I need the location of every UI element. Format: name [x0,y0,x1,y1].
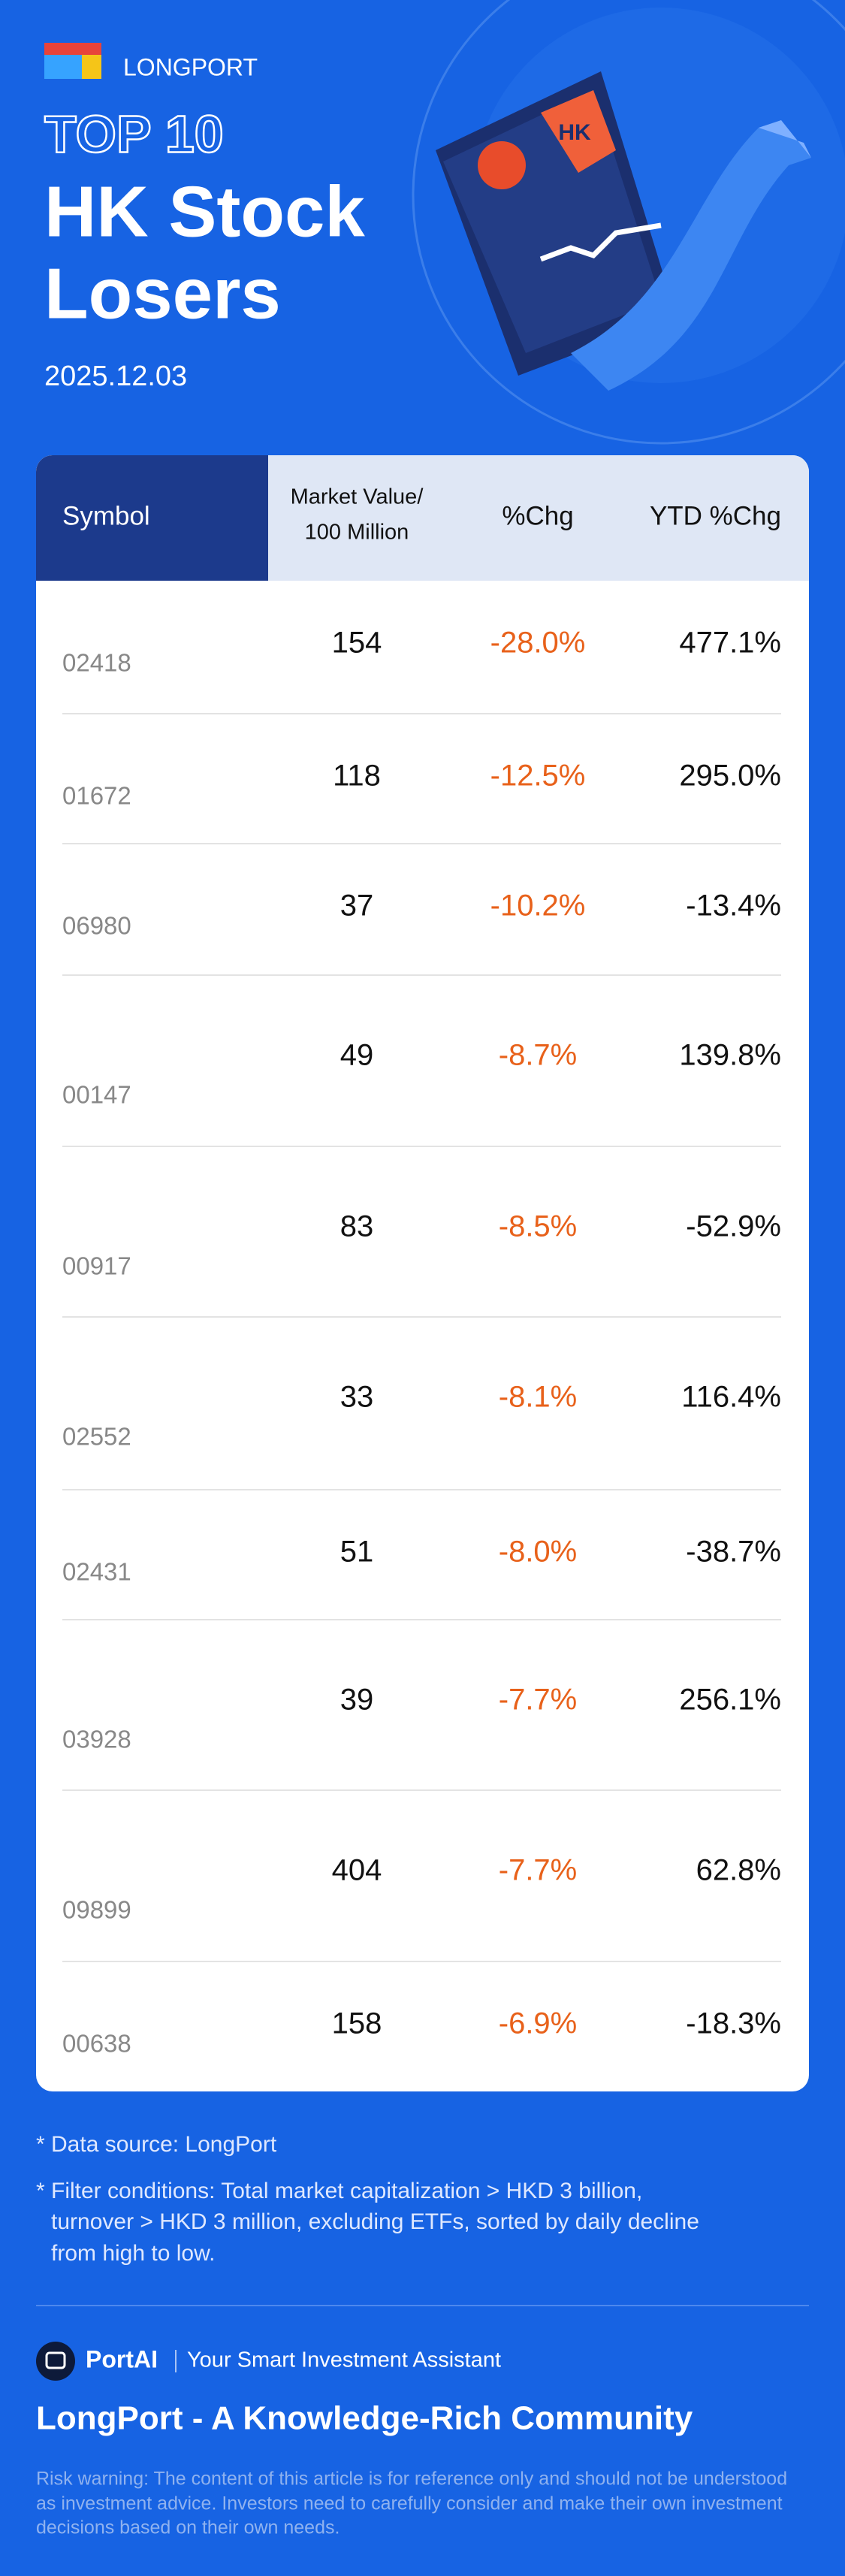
symbol: 00917 [62,1252,131,1280]
filter-line: from high to low. [51,2241,215,2266]
symbol: 01672 [62,782,131,810]
symbol: 09899 [62,1896,131,1924]
pct-change: -7.7% [499,1854,578,1887]
top-label: TOP 10 [44,104,224,163]
symbol: 02431 [62,1558,131,1586]
symbol: 00638 [62,2030,131,2058]
symbol: 06980 [62,912,131,940]
market-value: 154 [332,627,382,660]
logo [44,43,101,79]
market-value: 404 [332,1854,382,1887]
market-value: 33 [340,1381,374,1414]
risk-line: decisions based on their own needs. [36,2517,340,2538]
date: 2025.12.03 [44,361,187,392]
community: LongPort - A Knowledge-Rich Community [36,2400,693,2437]
filter-line: turnover > HKD 3 million, excluding ETFs… [51,2209,699,2234]
column-header: 100 Million [305,521,409,545]
ytd-change: -52.9% [686,1210,781,1243]
svg-text:HK: HK [558,120,591,145]
market-value: 118 [333,760,381,793]
tagline: Your Smart Investment Assistant [187,2348,501,2372]
column-header: YTD %Chg [650,501,781,530]
ytd-change: -38.7% [686,1536,781,1569]
ytd-change: 139.8% [679,1039,781,1072]
title-line: Losers [44,253,281,334]
brand: LONGPORT [123,53,258,80]
symbol: 02418 [62,649,131,677]
portai-icon-glyph [45,2351,66,2369]
pct-change: -10.2% [490,889,586,923]
market-value: 49 [340,1039,374,1072]
table-bg [36,455,809,2091]
data-source: * Data source: LongPort [36,2132,277,2157]
symbol-header-cell [36,455,268,581]
portai-icon [36,2342,75,2381]
symbol: 02552 [62,1423,131,1451]
pct-change: -8.1% [499,1381,578,1414]
table [36,455,809,2091]
title-line: HK Stock [44,171,365,252]
pct-change: -6.9% [499,2007,578,2040]
pct-change: -7.7% [499,1684,578,1717]
pct-change: -28.0% [490,627,586,660]
decor-ring [412,0,845,445]
column-header: Market Value/ [291,485,424,509]
ytd-change: 116.4% [681,1381,781,1414]
market-value: 51 [340,1536,374,1569]
column-header: Symbol [62,501,150,530]
pct-change: -8.5% [499,1210,578,1243]
ytd-change: 62.8% [696,1854,781,1887]
column-header: %Chg [502,501,573,530]
symbol: 00147 [62,1081,131,1109]
pct-change: -12.5% [490,760,586,793]
portai: PortAI [86,2345,158,2372]
ytd-change: 256.1% [679,1684,781,1717]
market-value: 158 [332,2007,382,2040]
filter-line: * Filter conditions: Total market capita… [36,2179,642,2203]
market-value: 39 [340,1684,374,1717]
market-value: 37 [340,889,374,923]
risk-line: Risk warning: The content of this articl… [36,2469,787,2490]
ytd-change: 295.0% [679,760,781,793]
risk-line: as investment advice. Investors need to … [36,2493,783,2514]
symbol: 03928 [62,1726,131,1753]
pct-change: -8.7% [499,1039,578,1072]
ytd-change: -13.4% [686,889,781,923]
ytd-change: -18.3% [686,2007,781,2040]
illustration: HK [436,71,811,391]
market-value: 83 [340,1210,374,1243]
ytd-change: 477.1% [679,627,781,660]
pct-change: -8.0% [499,1536,578,1569]
